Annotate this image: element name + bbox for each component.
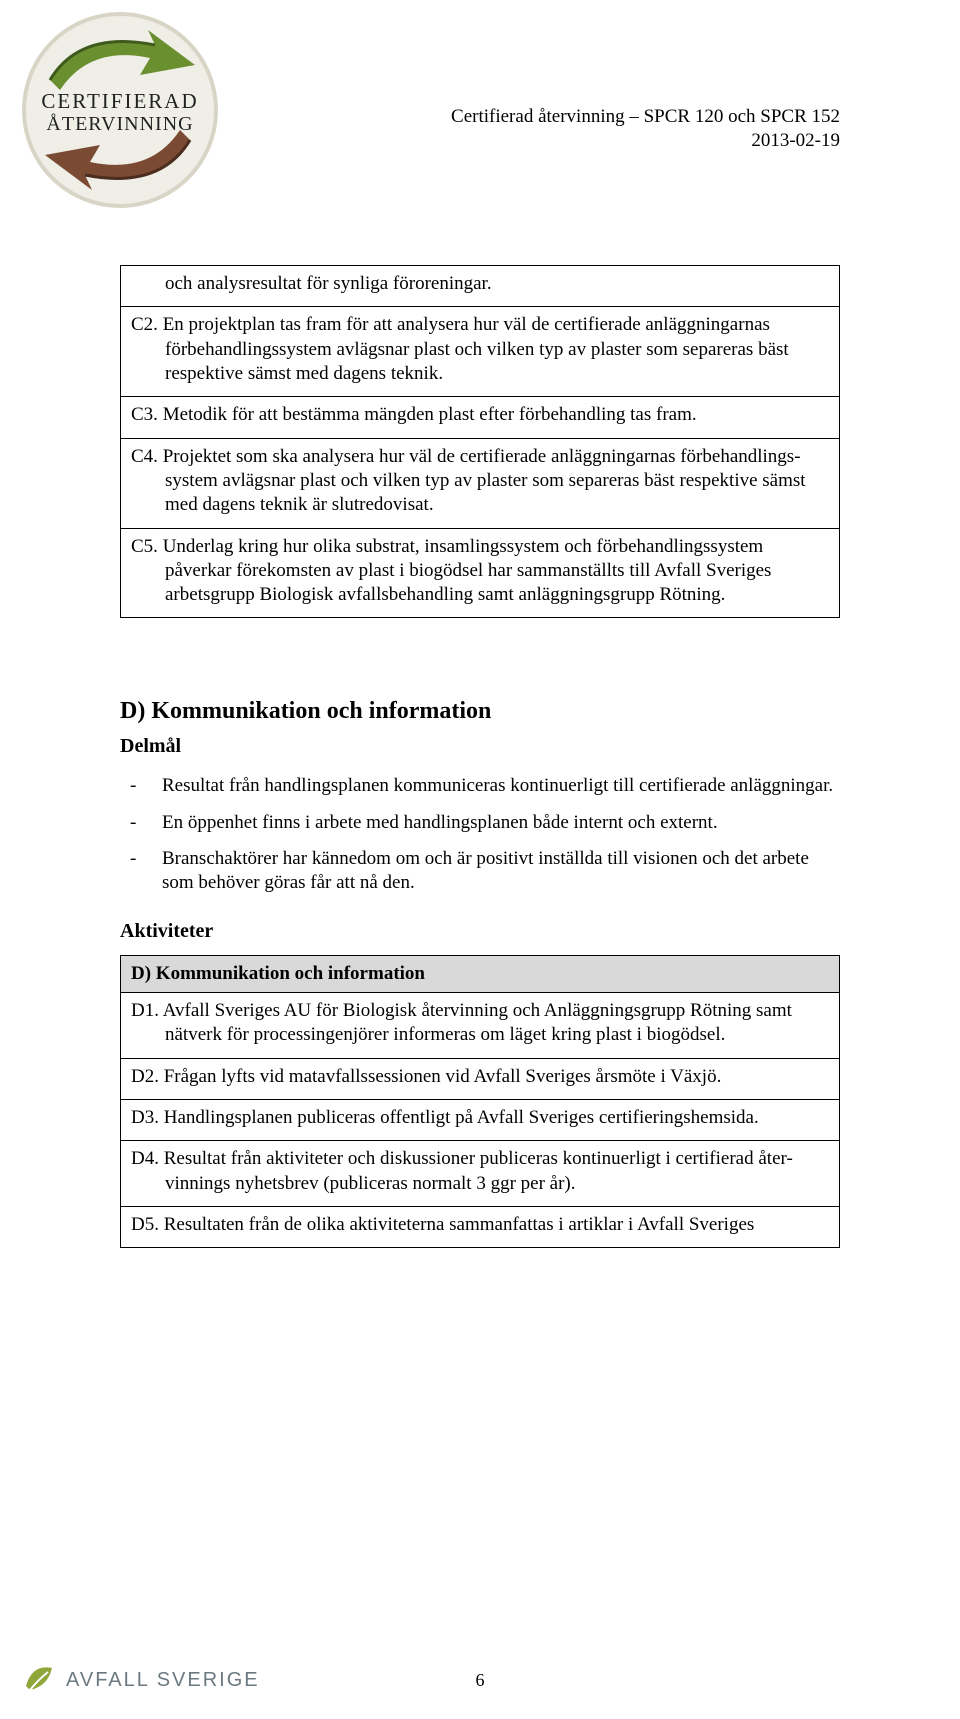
leaf-icon: [26, 1667, 52, 1690]
table-row: D4. Resultat från aktiviteter och diskus…: [121, 1141, 839, 1207]
aktiviteter-label: Aktiviteter: [120, 920, 840, 943]
table-row: C4. Projektet som ska analysera hur väl …: [121, 439, 839, 529]
list-item: Branschaktörer har kännedom om och är po…: [120, 841, 840, 902]
page-header: CERTIFIERAD ÅTERVINNING Certifierad åter…: [120, 0, 840, 210]
delmal-label: Delmål: [120, 735, 840, 758]
cell-tag: D5.: [131, 1214, 159, 1235]
list-item-text: En öppenhet finns i arbete med handlings…: [162, 812, 718, 833]
cell-text: Underlag kring hur olika substrat, insam…: [163, 536, 772, 606]
table-row: D2. Frågan lyfts vid matavfallssessionen…: [121, 1059, 839, 1100]
cell-tag: D3.: [131, 1107, 159, 1128]
cell-text: och analysresultat för synliga förorenin…: [165, 273, 492, 294]
cell-text: Projektet som ska analysera hur väl de c…: [163, 446, 806, 516]
list-item: En öppenhet finns i arbete med handlings…: [120, 805, 840, 841]
list-item-text: Resultat från handlingsplanen kommunicer…: [162, 775, 833, 796]
cell-text: Avfall Sveriges AU för Biologisk återvin…: [163, 1000, 792, 1045]
cell-tag: C2.: [131, 314, 158, 335]
cell-text: Resultat från aktiviteter och diskussion…: [164, 1148, 793, 1193]
cell-tag: C4.: [131, 446, 158, 467]
cell-text: En projektplan tas fram för att analyser…: [163, 314, 789, 384]
cell-text: Frågan lyfts vid matavfallssessionen vid…: [164, 1066, 722, 1087]
section-d-title: D) Kommunikation och information: [120, 698, 840, 725]
cell-tag: D2.: [131, 1066, 159, 1087]
table-row: D5. Resultaten från de olika aktiviteter…: [121, 1207, 839, 1247]
header-right: Certifierad återvinning – SPCR 120 och S…: [451, 105, 840, 153]
cell-tag: C5.: [131, 536, 158, 557]
cell-text: Metodik för att bestämma mängden plast e…: [163, 404, 697, 425]
cell-tag: D1.: [131, 1000, 159, 1021]
footer-brand-logo: AVFALL SVERIGE: [18, 1656, 278, 1705]
header-date: 2013-02-19: [451, 129, 840, 153]
table-d: D) Kommunikation och information D1. Avf…: [120, 955, 840, 1249]
delmal-list: Resultat från handlingsplanen kommunicer…: [120, 768, 840, 901]
list-item: Resultat från handlingsplanen kommunicer…: [120, 768, 840, 804]
table-row: D1. Avfall Sveriges AU för Biologisk åte…: [121, 993, 839, 1059]
logo-top-text: CERTIFIERAD: [41, 89, 198, 113]
list-item-text: Branschaktörer har kännedom om och är po…: [162, 848, 809, 893]
header-title: Certifierad återvinning – SPCR 120 och S…: [451, 105, 840, 129]
table-row: C2. En projektplan tas fram för att anal…: [121, 307, 839, 397]
table-d-header: D) Kommunikation och information: [121, 956, 839, 993]
cell-text: Handlingsplanen publiceras offentligt på…: [164, 1107, 759, 1128]
cell-tag: D4.: [131, 1148, 159, 1169]
cell-text: Resultaten från de olika aktiviteterna s…: [164, 1214, 755, 1235]
footer-brand-text: AVFALL SVERIGE: [66, 1669, 260, 1691]
table-c: och analysresultat för synliga förorenin…: [120, 265, 840, 618]
table-row: D3. Handlingsplanen publiceras offentlig…: [121, 1100, 839, 1141]
logo-bottom-text: ÅTERVINNING: [46, 113, 193, 135]
cell-tag: C3.: [131, 404, 158, 425]
table-row: C3. Metodik för att bestämma mängden pla…: [121, 397, 839, 438]
table-row: C5. Underlag kring hur olika substrat, i…: [121, 529, 839, 618]
table-row: och analysresultat för synliga förorenin…: [121, 266, 839, 307]
page: CERTIFIERAD ÅTERVINNING Certifierad åter…: [0, 0, 960, 1719]
certifierad-atervinning-logo: CERTIFIERAD ÅTERVINNING: [20, 10, 220, 210]
